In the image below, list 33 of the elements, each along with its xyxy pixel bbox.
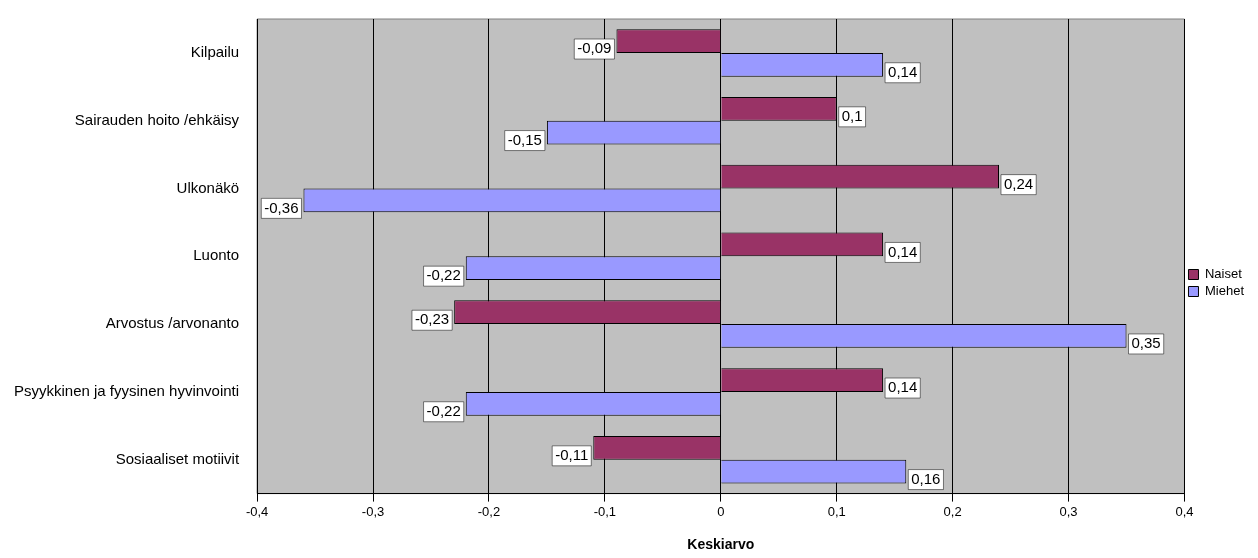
y-tick-label: Kilpailu: [190, 43, 240, 61]
x-tick-label: -0,3: [361, 503, 385, 519]
y-tick-label: Luonto: [193, 246, 240, 264]
x-tick-label: 0,3: [1059, 503, 1078, 519]
data-label: -0,22: [426, 266, 461, 284]
legend-label: Miehet: [1204, 283, 1245, 299]
data-label: 0,14: [888, 378, 918, 396]
data-label: 0,1: [841, 106, 863, 124]
data-label: 0,14: [888, 242, 918, 260]
x-tick-label: 0,2: [943, 503, 962, 519]
data-label: -0,23: [414, 310, 450, 328]
legend-label: Naiset: [1204, 266, 1243, 282]
x-axis-title: Keskiarvo: [687, 536, 755, 553]
x-tick-label: 0,4: [1175, 503, 1194, 519]
y-tick-label: Sosiaaliset motiivit: [115, 449, 240, 467]
data-label: 0,14: [888, 62, 918, 80]
data-label: -0,15: [507, 130, 542, 148]
y-tick-label: Arvostus /arvonanto: [105, 314, 240, 332]
x-tick-label: 0,1: [827, 503, 846, 519]
x-tick-label: -0,4: [245, 503, 269, 519]
x-tick-label: 0: [717, 503, 725, 519]
data-label: 0,35: [1131, 334, 1161, 352]
y-tick-label: Sairauden hoito /ehkäisy: [74, 110, 240, 128]
y-tick-label: Ulkonäkö: [176, 178, 240, 196]
data-label: -0,09: [577, 39, 612, 57]
y-tick-label: Psyykkinen ja fyysinen hyvinvointi: [13, 382, 240, 400]
data-label: 0,24: [1004, 174, 1034, 192]
x-tick-label: -0,2: [477, 503, 501, 519]
data-label: -0,36: [264, 198, 299, 216]
x-tick-label: -0,1: [593, 503, 617, 519]
data-label: -0,11: [555, 445, 589, 463]
data-label: 0,16: [911, 469, 941, 487]
data-label: -0,22: [426, 401, 461, 419]
